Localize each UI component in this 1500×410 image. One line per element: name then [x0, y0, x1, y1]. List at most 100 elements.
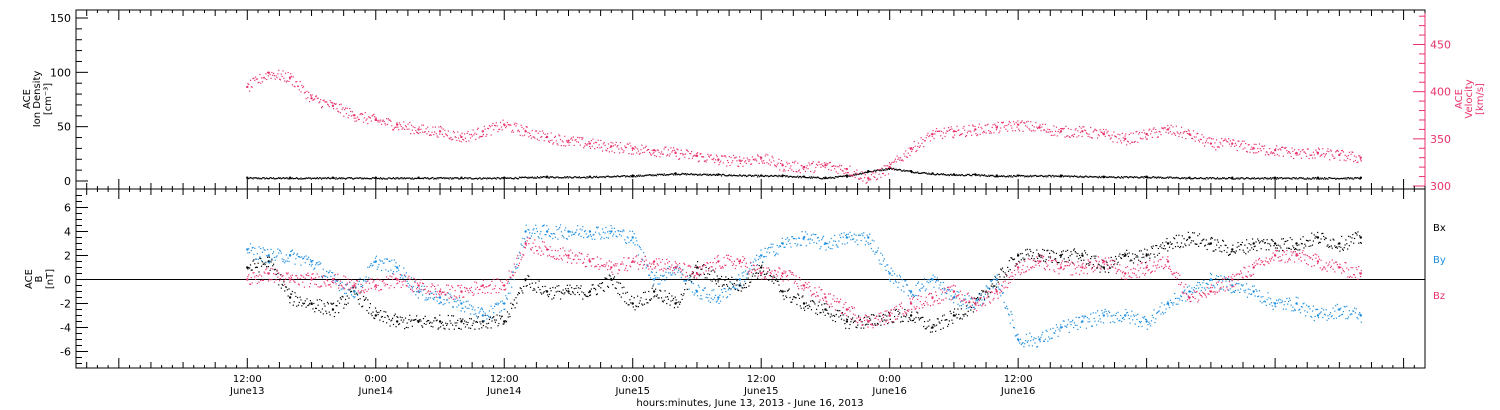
density-tick-label: 100 — [50, 66, 71, 79]
bx-sample — [1140, 250, 1142, 252]
density-sample — [1073, 175, 1076, 177]
bx-sample — [709, 279, 712, 281]
by-point — [1231, 284, 1234, 287]
velocity-sample — [1312, 151, 1314, 153]
bx-sample — [380, 310, 382, 312]
density-sample — [770, 174, 772, 177]
density-sample — [911, 171, 913, 174]
density-sample — [696, 174, 699, 176]
bx-sample — [1102, 266, 1105, 268]
bx-sample — [343, 307, 345, 309]
density-sample — [432, 176, 434, 179]
by-sample — [314, 264, 317, 266]
density-sample — [397, 176, 399, 179]
bx-sample — [548, 293, 550, 295]
velocity-sample — [937, 130, 939, 132]
by-sample — [351, 287, 353, 289]
density-sample — [363, 177, 365, 179]
density-sample — [568, 176, 570, 178]
bx-sample — [776, 280, 778, 282]
velocity-sample — [386, 123, 389, 126]
velocity-sample — [1350, 153, 1352, 155]
velocity-sample — [1060, 127, 1062, 130]
bx-sample — [1019, 253, 1022, 255]
velocity-sample — [834, 165, 837, 167]
bx-sample — [1195, 243, 1197, 245]
bx-sample — [959, 318, 961, 320]
bx-sample — [499, 315, 501, 317]
bx-sample — [994, 285, 996, 287]
bx-sample — [419, 318, 421, 321]
velocity-sample — [719, 162, 721, 164]
density-sample — [1143, 177, 1145, 179]
velocity-sample — [1341, 150, 1343, 152]
bx-sample — [857, 315, 860, 317]
velocity-sample — [1019, 130, 1021, 132]
by-sample — [433, 299, 435, 301]
bx-sample — [1216, 239, 1219, 241]
density-sample — [1347, 176, 1350, 179]
by-sample — [436, 300, 438, 302]
density-sample — [1003, 175, 1005, 177]
by-sample — [468, 307, 470, 310]
by-point — [888, 272, 891, 275]
by-sample — [364, 280, 366, 282]
velocity-sample — [590, 140, 592, 142]
density-sample — [399, 177, 401, 179]
density-sample — [739, 174, 741, 176]
velocity-sample — [365, 119, 367, 121]
bx-point — [845, 320, 849, 323]
velocity-sample — [349, 107, 351, 110]
bx-sample — [1049, 256, 1052, 258]
by-sample — [324, 275, 326, 277]
density-sample — [1010, 174, 1012, 177]
bx-sample — [1011, 257, 1013, 259]
velocity-sample — [264, 77, 266, 80]
velocity-sample — [1187, 129, 1189, 131]
velocity-sample — [1299, 151, 1302, 153]
bx-sample — [621, 287, 623, 289]
velocity-sample — [691, 157, 694, 159]
by-sample — [470, 305, 473, 307]
density-sample — [1302, 177, 1304, 179]
density-sample — [979, 175, 981, 177]
velocity-sample — [1322, 148, 1324, 150]
velocity-sample — [934, 133, 936, 135]
velocity-sample — [635, 147, 637, 149]
velocity-sample — [312, 99, 314, 101]
density-sample — [1196, 177, 1198, 180]
velocity-sample — [1211, 145, 1213, 148]
bx-sample — [671, 295, 673, 297]
density-sample — [654, 174, 657, 176]
by-sample — [423, 285, 425, 287]
density-sample — [859, 172, 861, 174]
density-sample — [1078, 176, 1081, 178]
density-sample — [445, 177, 447, 179]
density-sample — [553, 177, 555, 179]
density-sample — [1263, 177, 1266, 179]
bx-sample — [689, 274, 691, 276]
by-sample — [250, 249, 252, 252]
bx-sample — [369, 303, 371, 305]
density-sample — [1192, 177, 1195, 180]
bx-sample — [1123, 255, 1125, 258]
density-sample — [1174, 177, 1177, 179]
velocity-sample — [499, 121, 502, 123]
velocity-sample — [1080, 127, 1082, 129]
bx-point — [717, 278, 720, 281]
velocity-sample — [1160, 133, 1162, 136]
bx-sample — [591, 284, 593, 286]
velocity-sample — [421, 124, 423, 126]
velocity-sample — [846, 172, 849, 174]
by-sample — [444, 303, 446, 305]
velocity-sample — [384, 122, 386, 125]
bx-sample — [912, 319, 915, 321]
density-sample — [1052, 174, 1054, 177]
density-sample — [806, 176, 808, 179]
bx-sample — [1083, 259, 1085, 261]
velocity-sample — [1314, 157, 1316, 159]
velocity-sample — [507, 123, 509, 126]
velocity-sample — [1054, 130, 1057, 132]
density-sample — [949, 173, 951, 176]
density-sample — [338, 177, 340, 180]
